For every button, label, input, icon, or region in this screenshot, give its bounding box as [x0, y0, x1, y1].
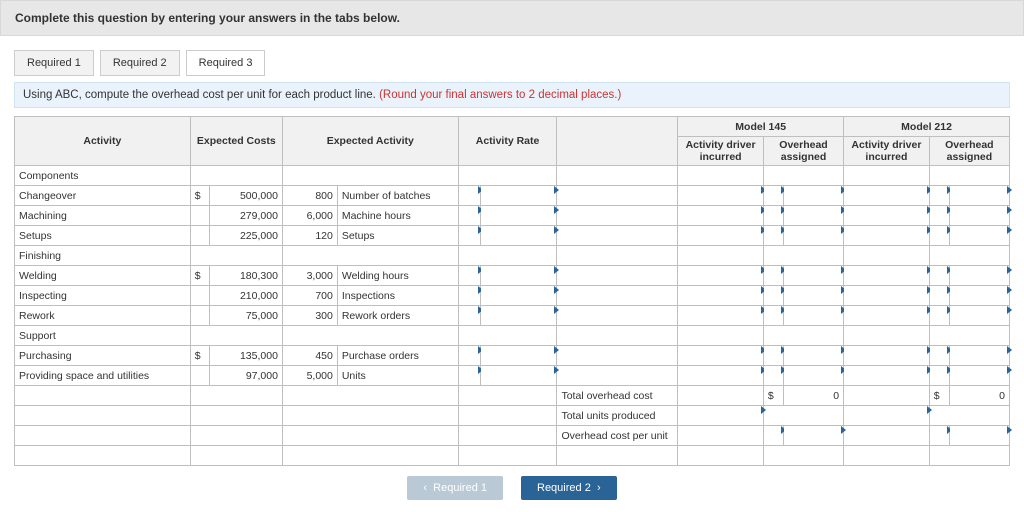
m212-oh-sym[interactable] [929, 186, 949, 206]
cost: 279,000 [210, 206, 282, 226]
cost: 225,000 [210, 226, 282, 246]
row-cost-per-unit: Overhead cost per unit [15, 426, 1010, 446]
chevron-left-icon: ‹ [423, 482, 433, 494]
m145-units-input[interactable] [678, 406, 764, 426]
col-212-driver: Activity driver incurred [844, 137, 930, 166]
col-model-145: Model 145 [678, 117, 844, 137]
row-setups: Setups 225,000 120Setups [15, 226, 1010, 246]
rate-input[interactable] [480, 186, 557, 206]
unit: Number of batches [337, 186, 458, 206]
m212-driver-input[interactable] [844, 186, 930, 206]
row-space: Providing space and utilities 97,000 5,0… [15, 366, 1010, 386]
m212-oh-input[interactable] [949, 186, 1009, 206]
row-purchasing: Purchasing $135,000 450Purchase orders [15, 346, 1010, 366]
group-finishing: Finishing [15, 246, 191, 266]
tab-required-2[interactable]: Required 2 [100, 50, 180, 76]
col-activity-rate: Activity Rate [458, 117, 557, 166]
label: Providing space and utilities [15, 366, 191, 386]
row-total-overhead: Total overhead cost $0 $0 [15, 386, 1010, 406]
tab-instruction: Using ABC, compute the overhead cost per… [14, 82, 1010, 108]
label: Purchasing [15, 346, 191, 366]
group-support: Support [15, 326, 191, 346]
qty: 800 [282, 186, 337, 206]
label: Welding [15, 266, 191, 286]
col-expected-activity: Expected Activity [282, 117, 458, 166]
cost: 500,000 [210, 186, 282, 206]
row-inspecting: Inspecting 210,000 700Inspections [15, 286, 1010, 306]
instruction-rounding: (Round your final answers to 2 decimal p… [379, 89, 621, 101]
m145-oh-sym[interactable] [763, 186, 783, 206]
m145-oh-input[interactable] [783, 186, 843, 206]
label: Changeover [15, 186, 191, 206]
row-welding: Welding $180,300 3,000Welding hours [15, 266, 1010, 286]
instruction-text: Using ABC, compute the overhead cost per… [23, 89, 379, 101]
prev-button[interactable]: ‹ Required 1 [407, 476, 503, 500]
label: Rework [15, 306, 191, 326]
group-components: Components [15, 166, 191, 186]
next-button[interactable]: Required 2 › [521, 476, 617, 500]
col-activity: Activity [15, 117, 191, 166]
m212-units-input[interactable] [844, 406, 930, 426]
label: Total overhead cost [557, 386, 678, 406]
m212-total: 0 [949, 386, 1009, 406]
col-expected-costs: Expected Costs [190, 117, 282, 166]
label: Inspecting [15, 286, 191, 306]
chevron-right-icon: › [591, 482, 601, 494]
row-rework: Rework 75,000 300Rework orders [15, 306, 1010, 326]
sym: $ [190, 186, 210, 206]
nav-buttons: ‹ Required 1 Required 2 › [0, 476, 1024, 500]
tabs: Required 1 Required 2 Required 3 [0, 36, 1024, 76]
col-212-overhead: Overhead assigned [929, 137, 1009, 166]
unit: Machine hours [337, 206, 458, 226]
m145-driver-input[interactable] [678, 186, 764, 206]
qty: 120 [282, 226, 337, 246]
tab-required-3[interactable]: Required 3 [186, 50, 266, 76]
label: Total units produced [557, 406, 678, 426]
qty: 6,000 [282, 206, 337, 226]
m145-perunit-input[interactable] [783, 426, 843, 446]
row-units-produced: Total units produced [15, 406, 1010, 426]
row-machining: Machining 279,000 6,000Machine hours [15, 206, 1010, 226]
unit: Setups [337, 226, 458, 246]
label: Machining [15, 206, 191, 226]
abc-table: Activity Expected Costs Expected Activit… [14, 116, 1010, 466]
m145-total: 0 [783, 386, 843, 406]
label: Setups [15, 226, 191, 246]
label: Overhead cost per unit [557, 426, 678, 446]
instruction-header: Complete this question by entering your … [0, 0, 1024, 36]
col-145-driver: Activity driver incurred [678, 137, 764, 166]
col-model-212: Model 212 [844, 117, 1010, 137]
rate-sym-input[interactable] [458, 186, 480, 206]
col-145-overhead: Overhead assigned [763, 137, 843, 166]
m212-perunit-input[interactable] [949, 426, 1009, 446]
row-changeover: Changeover $500,000 800Number of batches [15, 186, 1010, 206]
tab-required-1[interactable]: Required 1 [14, 50, 94, 76]
